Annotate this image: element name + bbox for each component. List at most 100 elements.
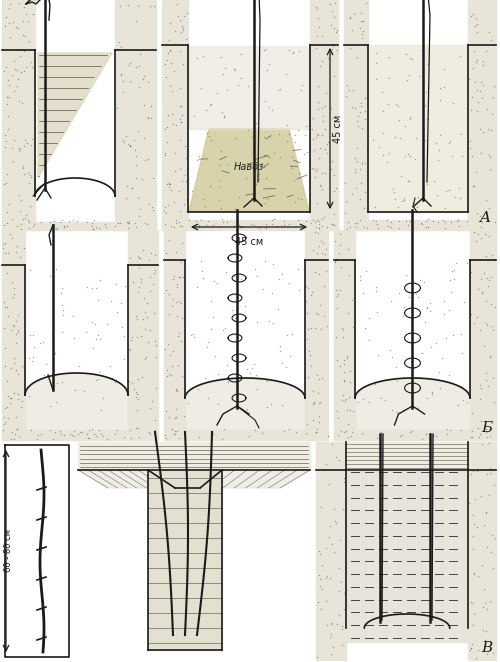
Point — [181, 140, 189, 151]
Point — [308, 214, 316, 225]
Point — [216, 175, 224, 185]
Point — [350, 293, 358, 304]
Point — [83, 216, 91, 227]
Point — [318, 183, 326, 194]
Point — [470, 569, 478, 579]
Point — [316, 21, 324, 32]
Point — [121, 281, 129, 292]
Point — [486, 27, 494, 38]
Point — [484, 203, 492, 213]
Point — [406, 53, 414, 64]
Point — [321, 248, 329, 259]
Point — [50, 215, 58, 226]
Point — [230, 220, 238, 231]
Point — [172, 246, 180, 257]
Point — [132, 422, 140, 433]
Point — [486, 125, 494, 136]
Point — [42, 359, 50, 369]
Point — [223, 159, 231, 169]
Point — [95, 424, 103, 435]
Point — [314, 308, 322, 319]
Point — [165, 289, 173, 299]
Point — [330, 547, 338, 557]
Point — [468, 408, 476, 418]
Point — [423, 302, 431, 312]
Point — [235, 219, 243, 230]
Point — [484, 380, 492, 391]
Point — [428, 387, 436, 398]
Point — [472, 653, 480, 662]
Point — [146, 426, 154, 437]
Point — [162, 248, 170, 258]
Point — [337, 426, 345, 436]
Point — [140, 70, 148, 81]
Point — [330, 71, 338, 82]
Point — [314, 222, 322, 233]
Point — [130, 383, 138, 394]
Point — [134, 404, 141, 415]
Point — [2, 61, 10, 71]
Point — [456, 193, 464, 203]
Point — [362, 0, 370, 9]
Point — [54, 222, 62, 233]
Point — [316, 581, 324, 591]
Point — [150, 335, 158, 346]
Point — [176, 15, 184, 26]
Point — [338, 504, 346, 514]
Point — [342, 350, 350, 361]
Point — [275, 128, 283, 139]
Point — [328, 40, 336, 51]
Point — [148, 248, 156, 259]
Point — [174, 311, 182, 322]
Point — [290, 175, 298, 185]
Point — [326, 632, 334, 642]
Point — [459, 395, 467, 405]
Point — [132, 151, 140, 162]
Point — [333, 405, 341, 416]
Point — [88, 283, 96, 293]
Point — [358, 29, 366, 40]
Point — [482, 427, 490, 438]
Point — [120, 136, 128, 147]
Point — [356, 178, 364, 189]
Point — [456, 51, 464, 62]
Point — [462, 216, 470, 226]
Point — [309, 133, 317, 144]
Point — [218, 214, 226, 225]
Point — [320, 464, 328, 475]
Point — [342, 394, 349, 404]
Point — [171, 25, 179, 36]
Point — [478, 287, 486, 298]
Point — [438, 353, 446, 363]
Point — [29, 330, 37, 341]
Point — [171, 166, 179, 176]
Point — [107, 296, 115, 307]
Point — [421, 317, 429, 328]
Point — [457, 329, 465, 340]
Point — [163, 364, 171, 375]
Point — [470, 181, 478, 191]
Point — [144, 111, 152, 122]
Point — [215, 222, 223, 233]
Point — [143, 298, 151, 308]
Point — [223, 85, 231, 95]
Point — [307, 322, 315, 333]
Point — [356, 194, 364, 205]
Point — [5, 3, 13, 13]
Point — [142, 352, 150, 363]
Point — [310, 145, 318, 156]
Point — [267, 399, 275, 409]
Point — [170, 66, 177, 76]
Point — [372, 73, 380, 84]
Point — [292, 426, 300, 437]
Point — [440, 309, 448, 320]
Point — [458, 348, 466, 358]
Point — [38, 336, 46, 347]
Point — [151, 250, 159, 260]
Point — [46, 401, 54, 411]
Point — [176, 134, 184, 145]
Point — [57, 429, 65, 440]
Point — [484, 273, 492, 283]
Point — [111, 429, 119, 440]
Point — [485, 275, 493, 285]
